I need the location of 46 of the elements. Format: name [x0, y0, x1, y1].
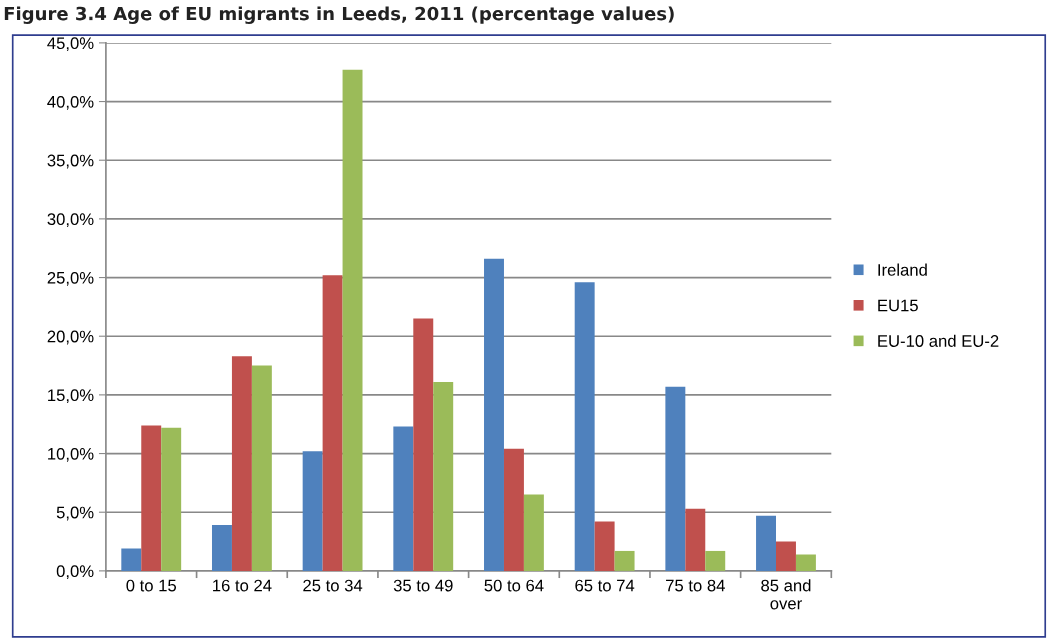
bar	[121, 548, 142, 571]
legend-label: Ireland	[878, 263, 927, 276]
bar	[705, 550, 726, 571]
y-tick-label: 10,0%	[48, 447, 94, 462]
bar	[231, 356, 252, 571]
x-tick-label: 25 to 34	[303, 579, 363, 592]
legend-label: EU-10 and EU-2	[878, 334, 999, 347]
bar	[141, 425, 162, 571]
bar	[342, 69, 363, 571]
bar	[574, 282, 595, 571]
y-tick-label: 0,0%	[56, 565, 94, 580]
x-tick-label: 65 to 74	[575, 579, 635, 592]
x-tick-label: 35 to 49	[393, 579, 453, 592]
x-tick-label: 16 to 24	[213, 579, 272, 592]
x-tick-label: 75 to 84	[666, 579, 725, 592]
bar	[302, 451, 323, 571]
bar	[251, 365, 272, 571]
bar	[665, 386, 686, 571]
bar	[484, 258, 504, 571]
bar	[433, 381, 454, 571]
y-tick-label: 30,0%	[47, 213, 94, 228]
y-tick-label: 5,0%	[56, 506, 94, 521]
bar	[776, 541, 796, 571]
bar	[614, 550, 635, 571]
x-tick-label: 50 to 64	[484, 579, 544, 592]
y-tick-label: 45,0%	[47, 37, 94, 52]
y-tick-label: 20,0%	[47, 330, 94, 345]
y-tick-label: 40,0%	[47, 95, 94, 110]
bar	[393, 426, 414, 571]
bar	[413, 318, 434, 571]
bar	[211, 525, 232, 571]
bar	[756, 515, 776, 571]
y-tick-label: 25,0%	[47, 271, 94, 286]
bar	[594, 521, 615, 571]
bar	[161, 427, 182, 571]
y-tick-label: 35,0%	[47, 154, 94, 169]
y-tick-label: 15,0%	[48, 389, 94, 404]
chart-title: Figure 3.4 Age of EU migrants in Leeds, 2011 (percentage values)	[4, 6, 674, 25]
x-tick-label: 85 and over	[761, 579, 811, 610]
bar	[523, 494, 544, 571]
x-tick-label: 0 to 15	[126, 579, 177, 592]
bar	[503, 448, 524, 571]
bar	[685, 508, 706, 571]
bar	[795, 554, 816, 571]
bar	[322, 275, 343, 571]
legend-label: EU15	[878, 299, 918, 312]
